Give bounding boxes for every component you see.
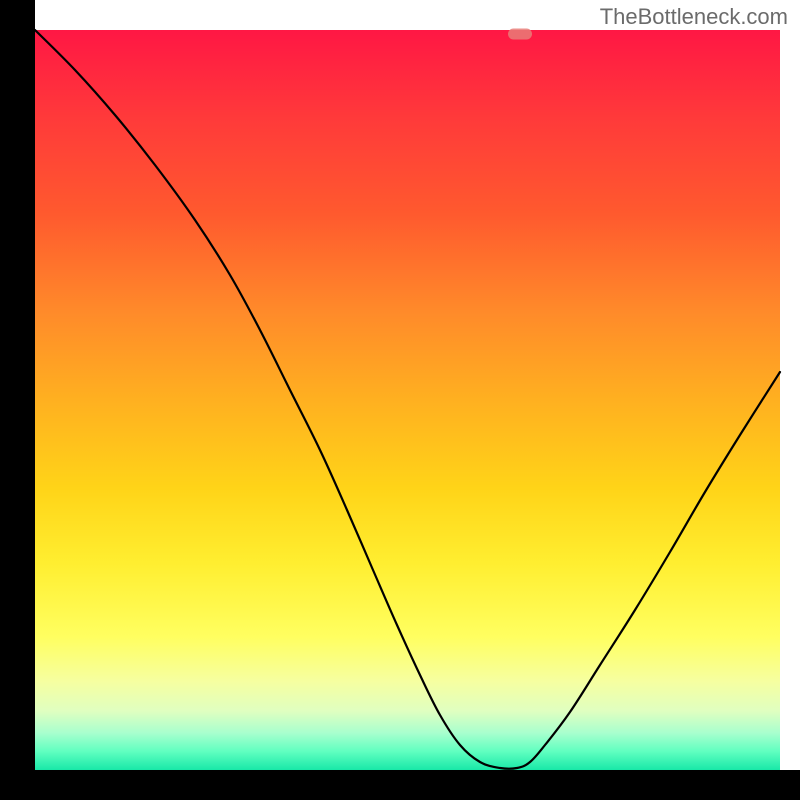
chart-svg xyxy=(0,0,800,800)
bottleneck-chart: TheBottleneck.com xyxy=(0,0,800,800)
watermark-text: TheBottleneck.com xyxy=(600,4,788,30)
